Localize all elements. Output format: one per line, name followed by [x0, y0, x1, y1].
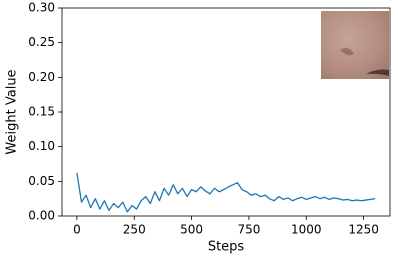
x-tick-label: 1000 [291, 223, 322, 237]
y-tick-label: 0.15 [28, 105, 55, 119]
y-tick-label: 0.10 [28, 139, 55, 153]
y-tick-label: 0.20 [28, 70, 55, 84]
y-tick-label: 0.05 [28, 174, 55, 188]
x-axis-label: Steps [208, 240, 245, 255]
y-tick-label: 0.30 [28, 1, 55, 15]
line-series [76, 172, 376, 213]
inset-image [321, 11, 389, 79]
x-tick-label: 0 [73, 223, 81, 237]
x-tick-label: 750 [237, 223, 260, 237]
x-tick-label: 1250 [348, 223, 379, 237]
y-axis-label: Weight Value [5, 69, 20, 154]
x-tick-label: 500 [180, 223, 203, 237]
y-tick-label: 0.25 [28, 35, 55, 49]
x-tick-label: 250 [123, 223, 146, 237]
y-tick-label: 0.00 [28, 209, 55, 223]
